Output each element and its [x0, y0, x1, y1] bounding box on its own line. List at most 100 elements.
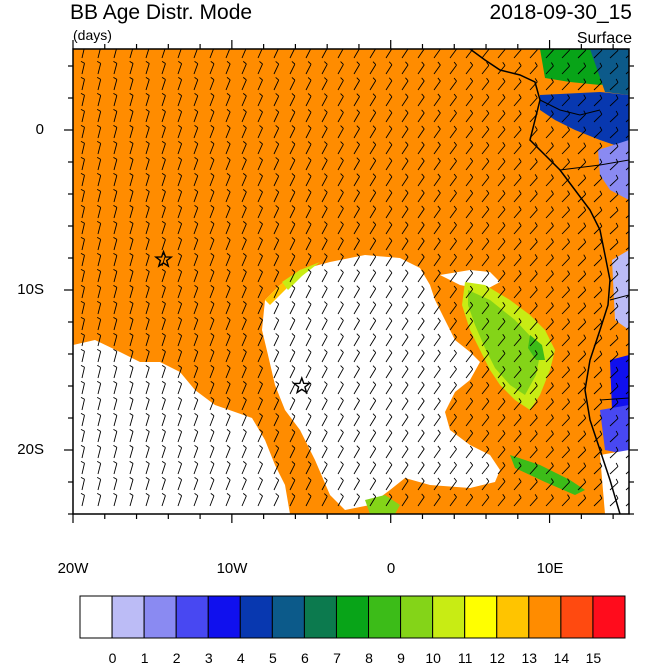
wind-barb — [257, 301, 263, 315]
wind-barb — [209, 380, 215, 395]
wind-barb — [209, 60, 215, 75]
wind-barb — [577, 430, 587, 443]
wind-barb — [177, 476, 183, 491]
wind-barb — [449, 141, 457, 155]
wind-barb — [113, 380, 118, 395]
wind-barb — [337, 413, 344, 427]
wind-barb — [177, 204, 183, 219]
wind-barb — [161, 220, 166, 235]
wind-barb — [209, 460, 215, 475]
wind-barb — [129, 92, 134, 107]
wind-barb — [385, 49, 393, 59]
wind-barb — [449, 413, 457, 427]
wind-barb — [273, 189, 280, 203]
wind-barb — [401, 157, 409, 171]
wind-barb — [561, 286, 570, 299]
wind-barb — [209, 204, 215, 219]
wind-barb — [241, 381, 247, 395]
wind-barb — [305, 269, 312, 283]
wind-barb — [289, 397, 296, 411]
wind-barb — [449, 333, 457, 347]
wind-barb — [417, 301, 425, 315]
wind-barb — [257, 365, 263, 379]
wind-barb — [385, 365, 393, 379]
wind-barb — [353, 285, 360, 299]
wind-barb — [369, 365, 377, 379]
wind-barb — [385, 445, 393, 459]
wind-barb — [225, 237, 231, 251]
wind-barb — [545, 302, 554, 315]
wind-barb — [433, 285, 441, 299]
wind-barb — [433, 141, 441, 155]
clear-patch-small — [150, 485, 175, 505]
wind-barb — [561, 190, 570, 203]
wind-barb — [401, 253, 409, 267]
colorbar-label: 7 — [333, 650, 341, 666]
wind-barb — [257, 77, 263, 91]
wind-barb — [96, 492, 102, 507]
wind-barb — [257, 157, 263, 171]
wind-barb — [337, 493, 344, 507]
wind-barb — [577, 206, 587, 219]
wind-barb — [401, 269, 409, 283]
wind-barb — [193, 284, 199, 299]
wind-barb — [513, 430, 522, 443]
wind-barb — [625, 102, 629, 107]
wind-barb — [369, 77, 377, 91]
wind-barb — [513, 334, 522, 347]
wind-barb — [593, 94, 603, 107]
wind-barb — [241, 429, 247, 443]
wind-barb — [305, 205, 312, 219]
east-blue — [540, 92, 629, 150]
wind-barb — [241, 413, 247, 427]
wind-barb — [385, 301, 393, 315]
wind-barb — [481, 49, 490, 59]
wind-barb — [385, 125, 393, 139]
wind-barb — [497, 301, 506, 315]
wind-barb — [145, 412, 150, 427]
wind-barb — [337, 269, 344, 283]
wind-barb — [257, 333, 263, 347]
wind-barb — [80, 476, 85, 491]
wind-barb — [481, 269, 490, 283]
wind-barb — [545, 494, 554, 507]
wind-barb — [129, 284, 134, 299]
wind-barb — [257, 429, 263, 443]
wind-barb — [481, 157, 490, 171]
wind-barb — [529, 94, 538, 107]
wind-barb — [417, 285, 425, 299]
wind-barb — [80, 252, 85, 267]
wind-barb — [161, 92, 166, 107]
east-blue-south — [610, 355, 629, 420]
wind-barb — [449, 157, 457, 171]
wind-barb — [497, 109, 506, 123]
wind-barb — [433, 93, 441, 107]
wind-barb — [289, 461, 296, 475]
wind-barb — [561, 382, 570, 395]
wind-barb — [545, 350, 554, 363]
wind-barb — [497, 317, 506, 331]
wind-barb — [417, 333, 425, 347]
wind-barb — [625, 198, 629, 203]
wind-barb — [113, 364, 118, 379]
colorbar-swatch — [207, 595, 241, 639]
wind-barb — [145, 444, 150, 459]
wind-barb — [305, 365, 312, 379]
lon-label-10w: 10W — [216, 560, 248, 577]
wind-barb — [321, 205, 328, 219]
wind-barb — [497, 173, 506, 187]
wind-barb — [209, 332, 215, 347]
wind-barb — [161, 268, 166, 283]
wind-barb — [401, 173, 409, 187]
wind-barb — [145, 76, 150, 91]
wind-barb — [625, 182, 629, 187]
wind-barb — [417, 173, 425, 187]
wind-barb — [80, 332, 85, 347]
wind-barb — [385, 381, 393, 395]
wind-barb — [577, 318, 587, 331]
wind-barb — [433, 205, 441, 219]
wind-barb — [369, 237, 377, 251]
wind-barb — [80, 412, 85, 427]
wind-barb — [337, 93, 344, 107]
wind-barb — [177, 364, 183, 379]
